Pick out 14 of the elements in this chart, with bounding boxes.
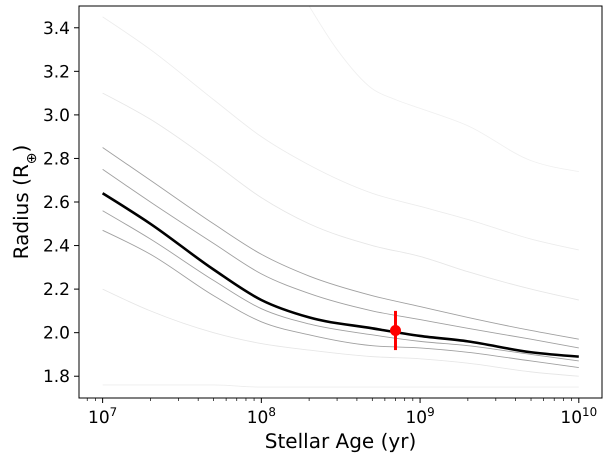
- x-tick-label: 10$^{7}$: [88, 405, 118, 428]
- y-tick-label: 3.4: [42, 18, 70, 39]
- y-tick-label: 3.2: [42, 62, 70, 82]
- y-tick-label: 3.0: [42, 106, 70, 126]
- y-tick-label: 2.8: [42, 149, 70, 170]
- x-tick-label: 10$^{10}$: [560, 405, 598, 428]
- y-tick-label: 2.4: [42, 236, 70, 257]
- x-tick-label: 10$^{9}$: [405, 405, 435, 428]
- x-axis-title: Stellar Age (yr): [264, 429, 416, 453]
- y-tick-label: 2.0: [42, 324, 70, 344]
- y-tick-label: 2.2: [42, 280, 70, 300]
- y-tick-label: 2.6: [42, 193, 70, 213]
- x-tick-label: 10$^{8}$: [246, 405, 276, 428]
- y-tick-label: 1.8: [42, 367, 70, 388]
